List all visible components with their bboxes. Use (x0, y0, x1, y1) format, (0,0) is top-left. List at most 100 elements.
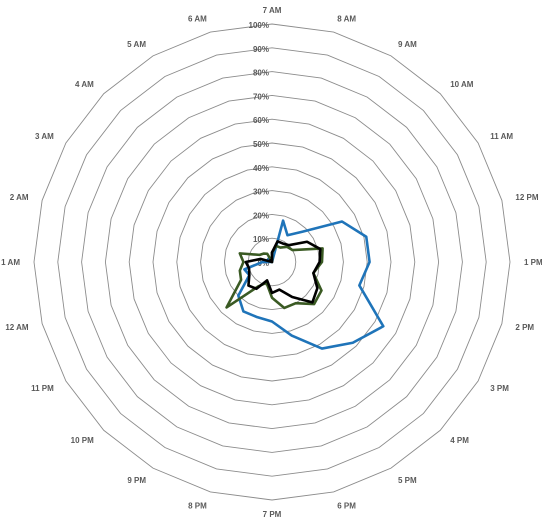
category-labels: 7 AM 8 AM 9 AM 10 AM 11 AM 12 PM 1 PM 2 PM 3 PM 4… (1, 6, 542, 519)
data-point (271, 320, 273, 323)
data-point (239, 270, 241, 272)
data-point (245, 261, 247, 263)
data-point (282, 242, 284, 245)
category-label: 9 AM (398, 40, 417, 49)
data-point (242, 261, 245, 263)
data-point (291, 334, 293, 337)
grid-ring-4 (176, 166, 368, 358)
data-point (352, 342, 354, 344)
data-point (259, 254, 261, 256)
category-label: 6 PM (337, 501, 356, 510)
data-point (225, 306, 228, 309)
data-point (237, 295, 239, 297)
grid-ring-6 (128, 118, 416, 406)
category-label: 10 PM (71, 436, 94, 445)
category-label: 4 AM (75, 80, 94, 89)
category-label: 12 PM (515, 193, 538, 202)
category-label: 11 AM (490, 132, 513, 141)
data-point (256, 316, 258, 318)
category-label: 1 AM (1, 258, 20, 267)
category-label: 7 PM (263, 510, 282, 519)
category-label: 11 PM (31, 384, 54, 393)
data-point (321, 347, 323, 350)
grid-ring-3 (200, 190, 344, 334)
data-point (279, 246, 281, 249)
ring-label: 20% (253, 211, 269, 220)
data-point (242, 310, 245, 313)
category-label: 3 PM (490, 384, 509, 393)
category-label: 1 PM (524, 258, 542, 267)
data-point (292, 249, 294, 251)
data-point (368, 261, 371, 263)
category-label: 4 PM (450, 436, 469, 445)
category-label: 5 AM (127, 40, 146, 49)
grid-ring-2 (223, 213, 321, 311)
data-point (320, 289, 323, 292)
data-point (240, 279, 242, 281)
ring-label: 30% (253, 188, 269, 197)
ring-label: 100% (249, 21, 269, 30)
data-point (269, 259, 271, 261)
category-label: 10 AM (450, 80, 474, 89)
category-label: 8 AM (337, 15, 356, 24)
category-label: 2 AM (10, 193, 29, 202)
data-point (243, 268, 246, 270)
data-point (341, 220, 343, 223)
data-point (283, 307, 285, 309)
data-point (248, 267, 250, 269)
ring-label: 70% (253, 92, 269, 101)
ring-label: 60% (253, 116, 269, 125)
category-label: 8 PM (188, 501, 207, 510)
data-point (382, 325, 384, 327)
grid-ring-8 (81, 71, 463, 453)
data-point (295, 302, 297, 304)
data-point (319, 261, 321, 263)
category-label: 2 PM (515, 323, 534, 332)
ring-label: 10% (253, 235, 269, 244)
data-point (313, 303, 315, 305)
data-point (319, 248, 321, 250)
data-point (286, 246, 288, 248)
grid-ring-7 (104, 94, 440, 430)
data-point (311, 301, 313, 303)
series-line (244, 240, 322, 304)
data-point (262, 252, 265, 255)
data-point (301, 231, 303, 233)
category-label: 6 AM (188, 15, 207, 24)
data-point (248, 274, 250, 276)
category-label: 7 AM (263, 6, 282, 15)
grid-ring-10 (33, 23, 511, 501)
data-point (271, 297, 273, 299)
data-point (271, 251, 273, 254)
category-label: 12 AM (5, 323, 29, 332)
category-label: 3 AM (35, 132, 54, 141)
data-point (271, 261, 273, 263)
data-point (247, 284, 250, 287)
data-point (255, 288, 258, 290)
ring-label: 80% (253, 69, 269, 78)
data-series (225, 219, 385, 350)
ring-label: 50% (253, 140, 269, 149)
data-point (286, 234, 289, 236)
data-point (276, 240, 279, 242)
data-point (316, 287, 318, 289)
data-point (358, 284, 360, 287)
data-point (261, 261, 264, 263)
data-point (259, 258, 262, 260)
data-point (278, 288, 280, 291)
series-3 (244, 240, 322, 304)
data-point (291, 296, 293, 298)
data-point (312, 272, 314, 274)
data-point (239, 252, 241, 254)
data-point (266, 253, 268, 255)
ring-label: 0% (257, 259, 269, 268)
data-point (321, 261, 323, 263)
grid-ring-5 (152, 142, 392, 382)
ring-labels: 0% 10% 20% 30% 40% 50% 60% 70% 80% 90% 100% (249, 21, 269, 268)
data-point (306, 241, 308, 243)
ring-label: 40% (253, 164, 269, 173)
data-point (288, 244, 290, 246)
category-label: 9 PM (127, 476, 146, 485)
grid-ring-9 (57, 47, 487, 477)
